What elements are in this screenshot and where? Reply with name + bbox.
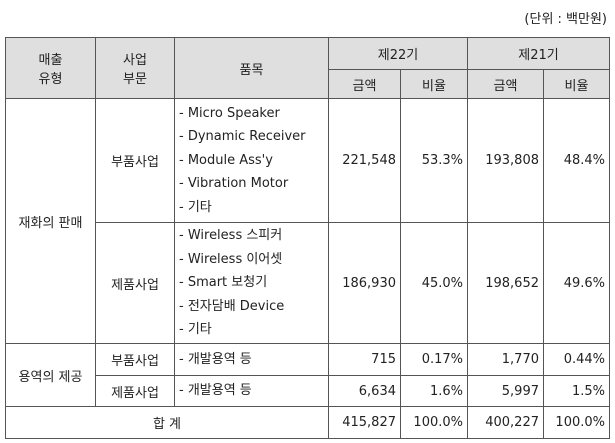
table-row: 재화의 판매 부품사업 - Micro Speaker - Dynamic Re…	[5, 98, 610, 344]
header-business-division: 사업 부문	[95, 37, 175, 99]
fy21-amount-cell: 1,770	[467, 343, 544, 376]
header-fy22: 제22기	[328, 37, 468, 70]
product-item: - 개발용역 등	[179, 383, 252, 399]
fy21-amount-cell: 193,808	[467, 98, 544, 223]
fy22-amount-cell: 715	[328, 343, 401, 376]
total-fy21-ratio: 100.0%	[543, 406, 610, 439]
sales-type-cell: 용역의 제공	[5, 343, 96, 407]
table-row: 용역의 제공 부품사업 - 개발용역 등 715 0.17% 1,770 0.4…	[5, 343, 610, 407]
header-fy21-ratio: 비율	[543, 69, 610, 99]
fy22-ratio-cell: 1.6%	[400, 375, 468, 407]
division-cell: 부품사업	[95, 98, 175, 223]
header-fy22-amount: 금액	[328, 69, 401, 99]
division-cell: 제품사업	[95, 375, 175, 407]
fy22-amount-cell: 186,930	[328, 222, 401, 344]
product-item: - Vibration Motor	[179, 176, 289, 192]
product-list: - Micro Speaker - Dynamic Receiver - Mod…	[174, 98, 329, 223]
product-item: - Smart 보청기	[179, 275, 268, 291]
fy22-amount-cell: 6,634	[328, 375, 401, 407]
fy21-ratio-cell: 48.4%	[543, 98, 610, 223]
revenue-table: 매출 유형 사업 부문 품목 제22기 제21기 금액 비율 금액 비율 재화의…	[5, 37, 610, 439]
total-label: 합 계	[5, 406, 329, 439]
fy21-ratio-cell: 1.5%	[543, 375, 610, 407]
unit-note: (단위 : 백만원)	[524, 12, 607, 27]
product-list: - Wireless 스피커 - Wireless 이어셋 - Smart 보청…	[174, 222, 329, 344]
fy22-ratio-cell: 45.0%	[400, 222, 468, 344]
header-sales-type: 매출 유형	[5, 37, 96, 99]
total-row: 합 계 415,827 100.0% 400,227 100.0%	[5, 406, 610, 439]
total-fy22-amount: 415,827	[328, 406, 401, 439]
fy21-amount-cell: 5,997	[467, 375, 544, 407]
product-list: - 개발용역 등	[174, 375, 329, 407]
fy21-ratio-cell: 49.6%	[543, 222, 610, 344]
table-row: 제품사업 - 개발용역 등 6,634 1.6% 5,997 1.5%	[6, 375, 610, 407]
fy21-ratio-cell: 0.44%	[543, 343, 610, 376]
fy22-amount-cell: 221,548	[328, 98, 401, 223]
product-item: - Wireless 스피커	[179, 228, 283, 244]
product-item: - Micro Speaker	[179, 105, 280, 121]
division-cell: 제품사업	[95, 222, 175, 344]
product-item: - 전자담배 Device	[179, 298, 285, 314]
fy22-ratio-cell: 53.3%	[400, 98, 468, 223]
header-fy22-ratio: 비율	[400, 69, 468, 99]
fy21-amount-cell: 198,652	[467, 222, 544, 344]
header-fy21: 제21기	[467, 37, 610, 70]
product-item: - 개발용역 등	[179, 351, 252, 367]
header-product: 품목	[174, 37, 329, 99]
product-item: - 기타	[179, 199, 212, 215]
product-list: - 개발용역 등	[174, 343, 329, 376]
total-fy21-amount: 400,227	[467, 406, 544, 439]
product-item: - Wireless 이어셋	[179, 251, 283, 267]
sales-type-cell: 재화의 판매	[5, 98, 96, 344]
division-cell: 부품사업	[95, 343, 175, 376]
product-item: - 기타	[179, 322, 212, 338]
total-fy22-ratio: 100.0%	[400, 406, 468, 439]
table-row: 제품사업 - Wireless 스피커 - Wireless 이어셋 - Sma…	[6, 222, 610, 344]
header-fy21-amount: 금액	[467, 69, 544, 99]
product-item: - Module Ass'y	[179, 152, 273, 168]
product-item: - Dynamic Receiver	[179, 129, 306, 145]
fy22-ratio-cell: 0.17%	[400, 343, 468, 376]
